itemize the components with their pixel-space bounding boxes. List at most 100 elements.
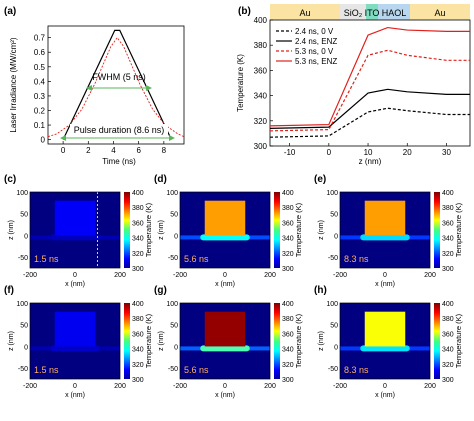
colorbar-tick-label: 320	[442, 362, 454, 369]
colorbar-label: Temperature (K)	[294, 202, 303, 257]
colorbar-label: Temperature (K)	[144, 313, 153, 368]
x-tick-label-b: -10	[284, 148, 296, 157]
colorbar	[274, 192, 280, 268]
x-tick-label-a: 2	[86, 146, 91, 155]
y-tick-label-a: 0	[41, 136, 46, 145]
colorbar-tick-label: 400	[282, 301, 294, 308]
panel-label-b: (b)	[238, 6, 251, 17]
heatmap-x-tick-label: 200	[424, 272, 436, 279]
heatmap-x-tick-label: 200	[114, 272, 126, 279]
heatmap-panel-c: (c) 1.5 ns -200 0 200 x (nm) 100 50 0 -50 z (nm) 40…	[4, 174, 153, 288]
heatmap-time-label: 5.6 ns	[184, 254, 209, 264]
y-tick-label-b: 320	[254, 117, 268, 126]
colorbar-tick-label: 340	[442, 236, 454, 243]
heatmap-x-axis-label: x (nm)	[65, 281, 85, 288]
heatmap-x-tick-label: -200	[23, 383, 37, 390]
pulse-arrow-right-head	[169, 135, 175, 141]
heatmap-frame	[29, 302, 121, 380]
panel-label-a: (a)	[4, 6, 16, 17]
panel-b-temperature-profile-chart: (b) Au SiO₂ ITO HAOL Au -10 0 10 20 30 300 320…	[236, 4, 471, 166]
heatmap-y-tick-label: 50	[170, 212, 178, 219]
heatmap-y-tick-label: 100	[166, 190, 178, 197]
colorbar-label: Temperature (K)	[454, 313, 463, 368]
heatmap-y-tick-label: 0	[174, 233, 178, 240]
series-group-b	[269, 26, 470, 138]
heatmap-x-tick-label: 0	[383, 272, 387, 279]
colorbar-tick-label: 320	[442, 251, 454, 258]
heatmap-y-tick-label: 0	[334, 344, 338, 351]
colorbar-tick-label: 400	[282, 190, 294, 197]
panel-a-irradiance-chart: (a) 0 2 4 6 8 0 0.1 0.2 0.3 0.4 0.5 0.6 0.7 FWHM (5 …	[4, 6, 185, 166]
plot-frame-b	[269, 19, 471, 147]
heatmap-y-tick-label: 50	[330, 323, 338, 330]
layer-au-right	[410, 4, 470, 20]
heatmap-x-tick-label: -200	[23, 272, 37, 279]
heatmap-panel-f: (f) 1.5 ns -200 0 200 x (nm) 100 50 0 -50 z (nm) 40…	[4, 285, 153, 399]
layer-ito	[366, 4, 378, 20]
y-tick-label-a: 0.5	[34, 63, 46, 72]
fwhm-arrow-left-head	[86, 85, 92, 91]
colorbar-tick-label: 320	[282, 251, 294, 258]
pulse-label-bg	[70, 124, 168, 135]
colorbar-tick-label: 380	[442, 316, 454, 323]
heatmap-substrate-hotspot	[200, 234, 250, 241]
colorbar-label: Temperature (K)	[454, 202, 463, 257]
heatmap-device-block	[364, 311, 406, 347]
colorbar	[434, 303, 440, 379]
colorbar-tick-label: 340	[282, 347, 294, 354]
heatmap-substrate-hotspot	[360, 234, 410, 241]
heatmap-y-tick-label: 100	[16, 301, 28, 308]
layer-au-left	[270, 4, 340, 20]
y-tick-label-b: 380	[254, 41, 268, 50]
heatmap-x-tick-label: 0	[223, 383, 227, 390]
y-tick-label-b: 400	[254, 16, 268, 25]
y-tick-label-a: 0.2	[34, 106, 46, 115]
colorbar-tick-label: 340	[442, 347, 454, 354]
x-tick-label-a: 4	[111, 146, 116, 155]
heatmap-y-tick-label: 100	[326, 190, 338, 197]
heatmap-panel-d: (d) 5.6 ns -200 0 200 x (nm) 100 50 0 -50 z (nm) 40…	[154, 174, 303, 288]
fwhm-label: FWHM (5 ns)	[92, 72, 146, 82]
colorbar-tick-label: 340	[132, 236, 144, 243]
colorbar-tick-label: 320	[282, 362, 294, 369]
y-tick-label-b: 300	[254, 142, 268, 151]
heatmap-y-tick-label: 50	[330, 212, 338, 219]
layer-label-au-left: Au	[299, 8, 310, 18]
panel-label: (h)	[314, 285, 327, 296]
heatmap-panel-g: (g) 5.6 ns -200 0 200 x (nm) 100 50 0 -50 z (nm) 40…	[154, 285, 303, 399]
heatmap-time-label: 1.5 ns	[34, 365, 59, 375]
heatmap-x-axis-label: x (nm)	[375, 392, 395, 399]
colorbar-tick-label: 300	[282, 377, 294, 384]
heatmap-device-block	[54, 311, 96, 347]
heatmap-x-tick-label: -200	[333, 272, 347, 279]
colorbar-tick-label: 360	[132, 331, 144, 338]
panel-label: (d)	[154, 174, 167, 185]
colorbar-tick-label: 380	[442, 205, 454, 212]
heatmap-y-axis-label: z (nm)	[8, 220, 15, 240]
series-group-a	[47, 29, 185, 140]
panel-label: (f)	[4, 285, 14, 296]
colorbar	[124, 192, 130, 268]
colorbar-tick-label: 380	[132, 205, 144, 212]
fwhm-arrow-right-head	[146, 85, 152, 91]
heatmap-y-tick-label: -50	[168, 255, 178, 262]
colorbar-tick-label: 360	[282, 331, 294, 338]
heatmap-y-tick-label: -50	[328, 255, 338, 262]
heatmap-y-tick-label: 0	[174, 344, 178, 351]
heatmap-x-tick-label: 200	[424, 383, 436, 390]
heatmap-y-tick-label: 50	[170, 323, 178, 330]
pulse-label: Pulse duration (8.6 ns)	[74, 125, 165, 135]
y-tick-label-a: 0.3	[34, 92, 46, 101]
heatmap-frame	[29, 191, 121, 269]
colorbar	[274, 303, 280, 379]
heatmap-x-axis-label: x (nm)	[65, 392, 85, 399]
heatmap-time-label: 8.3 ns	[344, 365, 369, 375]
heatmap-time-label: 1.5 ns	[34, 254, 59, 264]
panel-label: (c)	[4, 174, 16, 185]
heatmap-panel-e: (e) 8.3 ns -200 0 200 x (nm) 100 50 0 -50 z (nm) 40…	[314, 174, 463, 288]
series-line-b	[269, 49, 470, 132]
layer-label-sio2: SiO₂	[344, 8, 363, 18]
colorbar-tick-label: 400	[442, 301, 454, 308]
colorbar	[124, 303, 130, 379]
